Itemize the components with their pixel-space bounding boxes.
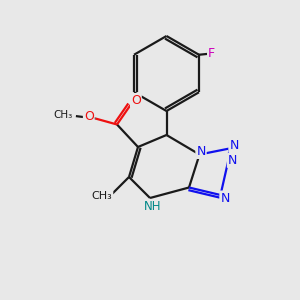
- Text: O: O: [131, 94, 141, 107]
- Text: NH: NH: [144, 200, 162, 213]
- Text: CH₃: CH₃: [92, 191, 112, 201]
- Text: N: N: [228, 154, 237, 167]
- Text: N: N: [196, 145, 206, 158]
- Text: F: F: [208, 47, 215, 60]
- Text: N: N: [220, 191, 230, 205]
- Text: CH₃: CH₃: [54, 110, 73, 120]
- Text: O: O: [84, 110, 94, 123]
- Text: N: N: [229, 139, 239, 152]
